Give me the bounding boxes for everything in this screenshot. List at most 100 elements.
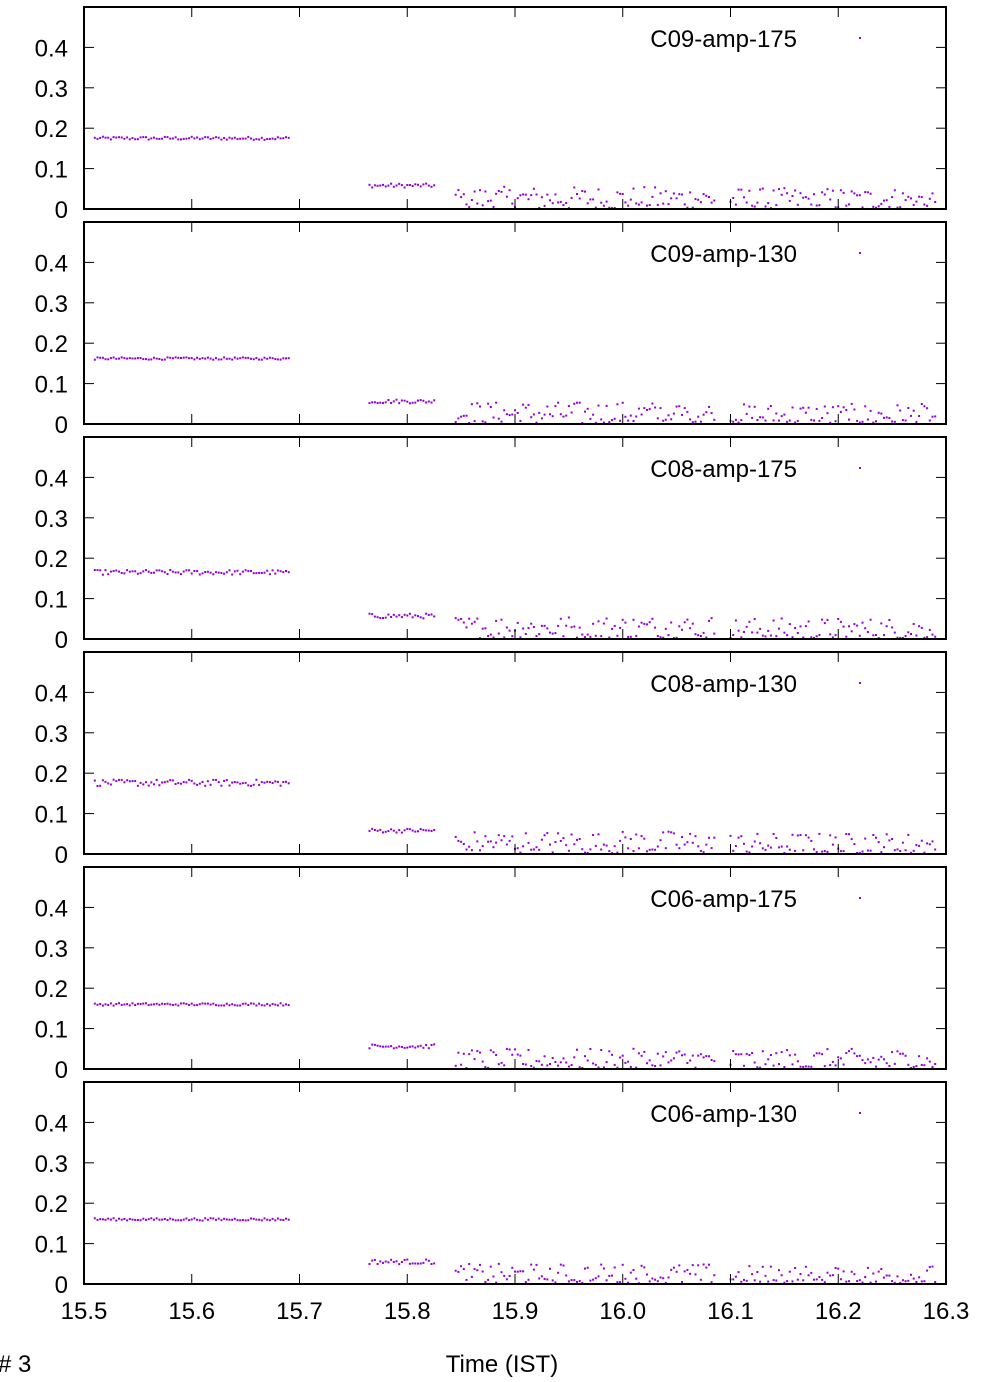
data-point (96, 569, 99, 572)
data-point (382, 617, 384, 619)
legend-label: C06-amp-175 (650, 886, 797, 913)
y-tick-label: 0.3 (35, 291, 68, 318)
data-point (616, 191, 619, 194)
data-point (530, 1065, 533, 1067)
data-point (403, 186, 406, 189)
data-point (215, 357, 217, 360)
data-point (244, 356, 247, 359)
y-tick-label: 0.2 (35, 546, 68, 573)
data-point (848, 833, 850, 836)
data-point (193, 137, 196, 140)
data-point (201, 572, 204, 575)
data-point (931, 840, 934, 843)
data-point (875, 1280, 877, 1283)
data-point (473, 831, 476, 834)
data-point (656, 1280, 659, 1283)
data-point (271, 137, 274, 140)
data-point (147, 784, 150, 787)
data-point (217, 358, 220, 361)
data-point (737, 421, 740, 424)
data-point (621, 830, 624, 833)
data-point (274, 1003, 277, 1006)
data-point (627, 204, 630, 207)
data-point (753, 1061, 756, 1064)
data-point (228, 1004, 231, 1007)
data-point (786, 845, 789, 848)
data-point (810, 839, 813, 842)
data-point (185, 569, 188, 572)
data-point (681, 1054, 683, 1057)
data-point (786, 420, 789, 423)
data-point (473, 1268, 476, 1271)
data-point (654, 186, 657, 189)
data-point (118, 1002, 120, 1005)
data-point (500, 1271, 503, 1274)
data-point (759, 842, 762, 845)
data-point (107, 136, 110, 139)
data-point (611, 1053, 613, 1056)
data-point (578, 197, 581, 200)
data-point (433, 184, 436, 187)
data-point (535, 421, 538, 424)
data-point (489, 840, 492, 843)
data-point (185, 1002, 188, 1005)
data-point (570, 1279, 573, 1282)
data-point (821, 618, 824, 621)
data-point (845, 1280, 848, 1283)
data-point (425, 1258, 428, 1261)
data-point (702, 413, 705, 416)
data-point (934, 415, 937, 418)
data-point (934, 848, 937, 851)
data-point (476, 1050, 479, 1053)
data-point (231, 781, 234, 784)
data-point (807, 406, 810, 409)
data-point (648, 408, 651, 411)
data-point (629, 1271, 632, 1274)
data-point (893, 849, 896, 852)
data-point (468, 1263, 471, 1265)
data-point (161, 358, 164, 361)
data-point (926, 636, 929, 639)
data-point (492, 1051, 495, 1054)
data-point (465, 414, 468, 417)
data-point (177, 1004, 180, 1007)
data-point (505, 843, 508, 846)
panel-c06-amp-130: 00.10.20.30.4 C06-amp-130 (35, 1081, 947, 1299)
data-point (479, 849, 481, 852)
data-point (198, 357, 201, 360)
data-point (675, 405, 678, 408)
data-point (134, 780, 137, 782)
data-point (158, 569, 161, 572)
data-point (592, 1062, 595, 1065)
data-point (694, 420, 697, 423)
data-point (174, 136, 177, 139)
data-point (699, 635, 702, 637)
data-point (662, 1277, 665, 1280)
data-point (850, 838, 853, 841)
data-point (912, 409, 915, 412)
data-point (263, 571, 266, 574)
data-point (883, 1276, 885, 1279)
data-point (190, 1218, 193, 1221)
data-point (734, 1053, 737, 1056)
data-point (891, 1051, 894, 1054)
data-point (691, 1054, 694, 1057)
data-point (737, 629, 740, 632)
data-point (136, 1002, 139, 1005)
data-point (206, 570, 209, 573)
data-point (395, 1046, 398, 1049)
data-point (403, 829, 406, 832)
plot-frame (83, 651, 947, 855)
data-point (225, 571, 228, 574)
data-point (740, 835, 743, 838)
data-point (753, 840, 756, 843)
data-point (384, 1260, 387, 1263)
data-point (646, 204, 648, 207)
data-point (244, 137, 247, 140)
data-point (392, 1261, 395, 1263)
data-point (807, 836, 810, 839)
data-point (562, 837, 565, 840)
data-point (107, 782, 110, 785)
data-point (810, 418, 813, 421)
data-point (169, 1003, 172, 1006)
